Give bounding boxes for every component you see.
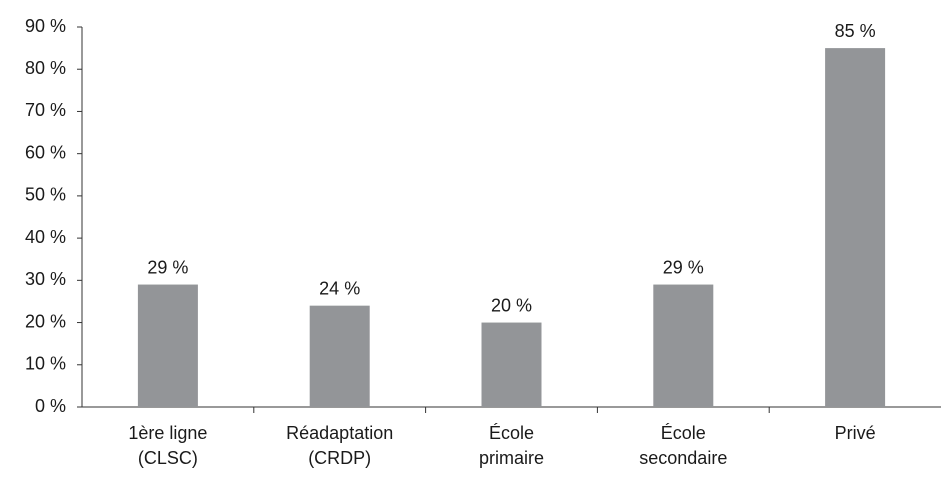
value-label: 24 % bbox=[319, 278, 360, 298]
bar bbox=[825, 48, 886, 407]
bar bbox=[309, 305, 370, 407]
y-tick-label: 40 % bbox=[25, 227, 66, 247]
bar bbox=[137, 284, 198, 407]
value-label: 29 % bbox=[663, 257, 704, 277]
value-label: 20 % bbox=[491, 295, 532, 315]
x-tick-label: École bbox=[489, 423, 534, 443]
bar bbox=[653, 284, 714, 407]
x-tick-label: secondaire bbox=[639, 448, 727, 468]
y-tick-label: 30 % bbox=[25, 269, 66, 289]
x-tick-label: (CLSC) bbox=[138, 448, 198, 468]
x-tick-label: École bbox=[661, 423, 706, 443]
x-tick-label: (CRDP) bbox=[308, 448, 371, 468]
y-tick-label: 10 % bbox=[25, 354, 66, 374]
value-label: 29 % bbox=[147, 257, 188, 277]
x-tick-label: 1ère ligne bbox=[128, 423, 207, 443]
y-tick-label: 0 % bbox=[35, 396, 66, 416]
x-tick-label: Privé bbox=[835, 423, 876, 443]
y-tick-label: 60 % bbox=[25, 142, 66, 162]
y-tick-label: 70 % bbox=[25, 100, 66, 120]
y-tick-label: 50 % bbox=[25, 185, 66, 205]
x-tick-label: primaire bbox=[479, 448, 544, 468]
bar bbox=[481, 322, 542, 407]
y-tick-label: 90 % bbox=[25, 16, 66, 36]
y-tick-label: 80 % bbox=[25, 58, 66, 78]
y-tick-label: 20 % bbox=[25, 311, 66, 331]
value-label: 85 % bbox=[835, 21, 876, 41]
x-tick-label: Réadaptation bbox=[286, 423, 393, 443]
